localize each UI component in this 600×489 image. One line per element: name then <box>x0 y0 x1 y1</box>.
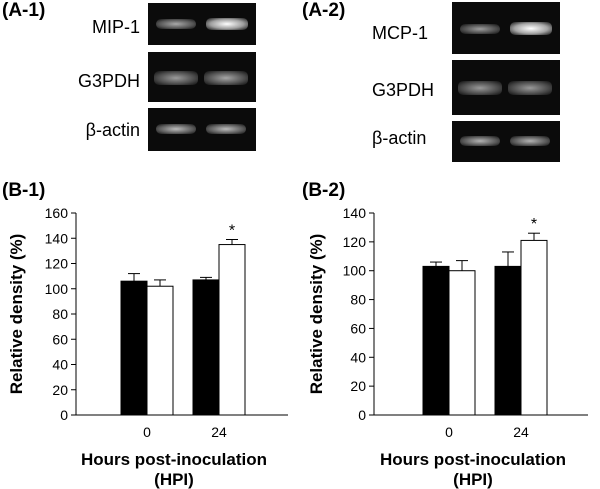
x-tick-label: 24 <box>211 424 227 440</box>
gel-image-g3pdh-a2 <box>452 60 560 115</box>
gel-label-g3pdh-a2: G3PDH <box>372 80 435 100</box>
bar <box>448 270 476 416</box>
y-tick-label: 100 <box>343 263 367 279</box>
panel-label-a1: (A-1) <box>2 0 46 21</box>
gel-band <box>156 19 196 29</box>
bar <box>422 265 450 416</box>
x-tick-label: 0 <box>143 424 151 440</box>
gel-band <box>510 136 550 146</box>
y-tick-label: 0 <box>358 407 366 423</box>
gel-band <box>510 22 552 35</box>
y-tick-label: 140 <box>343 205 367 221</box>
gel-image-bactin-a1 <box>148 108 256 151</box>
gel-band <box>508 81 552 95</box>
gel-image-bactin-a2 <box>452 121 560 162</box>
y-axis-label: Relative density (%) <box>307 234 326 395</box>
gel-image-mip1 <box>148 3 256 45</box>
y-tick-label: 20 <box>52 382 68 398</box>
x-axis-label: Hours post-inoculation <box>380 450 566 469</box>
gel-image-g3pdh-a1 <box>148 52 256 102</box>
y-tick-label: 120 <box>343 234 367 250</box>
gel-band <box>460 136 500 146</box>
gel-label-g3pdh-a1: G3PDH <box>77 71 140 91</box>
y-tick-label: 80 <box>52 306 68 322</box>
x-tick-label: 0 <box>445 424 453 440</box>
y-tick-label: 120 <box>45 256 69 272</box>
bar <box>120 280 148 416</box>
gel-band <box>458 81 502 95</box>
y-tick-label: 160 <box>45 205 69 221</box>
x-tick-label: 24 <box>513 424 529 440</box>
y-axis-label: Relative density (%) <box>7 234 26 395</box>
gel-band <box>156 124 196 134</box>
y-tick-label: 100 <box>45 281 69 297</box>
chart-b2: 0 20 40 60 80 100 120 140 0 24 * Relative density (… <box>307 205 588 489</box>
y-tick-label: 40 <box>350 349 366 365</box>
panel-label-b1: (B-1) <box>2 180 46 201</box>
y-tick-label: 40 <box>52 357 68 373</box>
gel-label-mcp1: MCP-1 <box>372 23 429 43</box>
gel-label-bactin-a2: β-actin <box>372 128 427 148</box>
y-tick-label: 0 <box>60 407 68 423</box>
gel-band <box>206 124 246 134</box>
gel-band <box>206 18 248 30</box>
x-axis-label: (HPI) <box>154 470 194 489</box>
gel-label-bactin-a1: β-actin <box>85 120 140 140</box>
y-tick-label: 80 <box>350 292 366 308</box>
bar <box>192 279 220 416</box>
x-axis-label: Hours post-inoculation <box>81 450 267 469</box>
bar <box>494 265 522 416</box>
panel-label-b2: (B-2) <box>302 180 346 201</box>
y-tick-label: 20 <box>350 378 366 394</box>
bar <box>520 239 548 416</box>
gel-band <box>204 71 248 85</box>
significance-marker: * <box>531 216 537 233</box>
gel-label-mip1: MIP-1 <box>91 17 140 37</box>
y-tick-label: 60 <box>52 331 68 347</box>
x-axis-label: (HPI) <box>453 470 493 489</box>
chart-b1: 0 20 40 60 80 100 120 140 160 0 24 * Relative densit… <box>7 205 288 489</box>
y-tick-label: 60 <box>350 320 366 336</box>
panel-label-a2: (A-2) <box>302 0 346 21</box>
gel-image-mcp1 <box>452 2 560 54</box>
bar <box>218 244 246 416</box>
significance-marker: * <box>229 223 235 240</box>
gel-band <box>154 71 198 85</box>
y-tick-label: 140 <box>45 230 69 246</box>
gel-band <box>460 24 500 34</box>
bar <box>146 285 174 416</box>
